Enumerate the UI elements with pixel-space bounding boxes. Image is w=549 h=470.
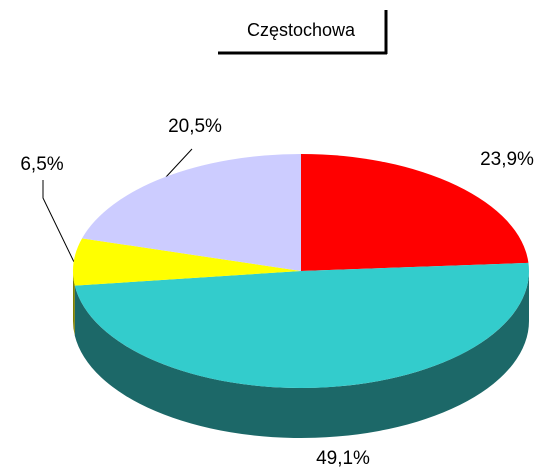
slice-side <box>73 271 75 336</box>
data-label: 23,9% <box>480 149 534 170</box>
leader-line <box>165 148 193 178</box>
slice <box>301 154 529 271</box>
slice <box>82 154 301 271</box>
slice <box>74 262 529 388</box>
slice-side <box>74 271 529 439</box>
leader-line <box>42 180 75 263</box>
data-label: 6,5% <box>20 154 63 175</box>
slice <box>72 238 301 286</box>
data-label: 49,1% <box>316 448 370 469</box>
data-label: 20,5% <box>168 116 222 137</box>
chart-title: Częstochowa <box>247 20 356 40</box>
